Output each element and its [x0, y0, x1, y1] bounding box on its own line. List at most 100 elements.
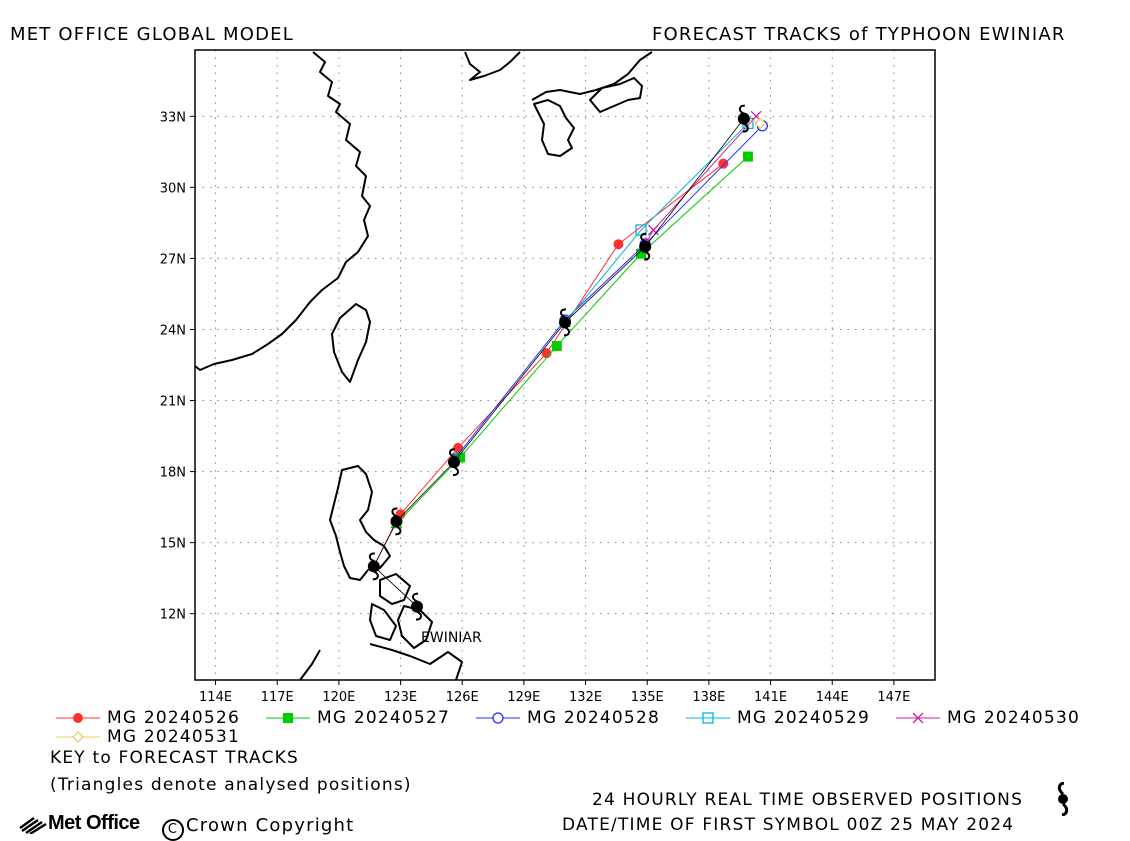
map-frame	[194, 49, 936, 681]
legend-label: MG 20240529	[737, 708, 870, 728]
typhoon-arm-bottom	[742, 122, 749, 133]
coastline-china	[194, 51, 371, 371]
forecast-point	[718, 158, 729, 169]
tick-label-lat: 15N	[160, 537, 186, 552]
observed-position-typhoon-icon	[639, 232, 652, 261]
tick-label-lon: 114E	[199, 690, 232, 705]
tick-label-lon: 135E	[631, 690, 664, 705]
legend-label: MG 20240526	[107, 708, 240, 728]
observed-position-typhoon-icon	[448, 448, 460, 477]
typhoon-symbol-icon	[1057, 782, 1069, 816]
typhoon-eye	[390, 515, 403, 528]
tick-label-lon: 132E	[569, 690, 602, 705]
coastline-korea	[464, 51, 521, 81]
typhoon-arm-top	[368, 552, 375, 563]
tick-label-lat: 18N	[160, 466, 186, 481]
header-left-title: MET OFFICE GLOBAL MODEL	[10, 24, 294, 45]
typhoon-arm-top	[449, 448, 456, 458]
copyright-text: Crown Copyright	[186, 815, 355, 836]
typhoon-arm-top	[412, 592, 419, 603]
tick-label-lat: 12N	[160, 608, 186, 623]
typhoon-arm-bottom	[415, 610, 422, 621]
coastline-taiwan	[331, 303, 371, 383]
legend-entry: MG 20240529	[685, 708, 870, 728]
legend-swatch-marker	[73, 713, 83, 723]
legend-swatch-marker	[72, 731, 84, 743]
typhoon-eye	[411, 600, 423, 613]
coastline-luzon	[329, 465, 391, 581]
met-office-logo-text: Met Office	[48, 812, 140, 834]
legend-key-title: KEY to FORECAST TRACKS	[50, 748, 299, 768]
forecast-point	[453, 442, 464, 453]
forecast-point	[647, 224, 659, 236]
typhoon-eye	[639, 240, 652, 253]
coastline-honshu	[531, 51, 653, 113]
legend-note: (Triangles denote analysed positions)	[50, 775, 412, 795]
typhoon-eye	[737, 112, 750, 125]
legend-swatch-marker	[702, 712, 714, 724]
typhoon-eye	[367, 560, 380, 573]
observed-position-typhoon-icon	[367, 552, 380, 581]
typhoon-arm-bottom	[395, 525, 402, 536]
forecast-point	[742, 151, 753, 162]
forecast-track	[559, 117, 754, 327]
tick-label-lon: 141E	[754, 690, 787, 705]
tick-label-lon: 123E	[384, 690, 417, 705]
forecast-point	[636, 248, 647, 259]
legend-swatch	[56, 713, 100, 723]
observed-position-typhoon-icon	[411, 592, 423, 621]
forecast-track-line	[453, 125, 763, 461]
legend-swatch-marker	[912, 712, 924, 724]
coastline-kyushu	[533, 99, 575, 157]
observed-position-typhoon-icon	[737, 104, 750, 133]
coastline-visayas	[299, 573, 463, 681]
tick-label-lon: 126E	[446, 690, 479, 705]
typhoon-eye	[448, 456, 460, 469]
observed-position-typhoon-icon	[390, 507, 403, 536]
met-office-logo-icon	[19, 816, 47, 834]
tick-label-lat: 33N	[160, 110, 186, 125]
crown-copyright: C Crown Copyright	[162, 815, 354, 841]
typhoon-arm-bottom	[372, 570, 379, 581]
forecast-track	[448, 120, 768, 465]
typhoon-arm-top	[560, 308, 567, 319]
tick-label-lon: 129E	[507, 690, 540, 705]
observed-track	[367, 104, 750, 621]
forecast-point	[754, 117, 767, 130]
typhoon-arm-top	[640, 232, 647, 243]
legend-swatch-marker	[492, 712, 504, 724]
legend-entry: MG 20240527	[265, 708, 450, 728]
observed-positions-label: 24 HOURLY REAL TIME OBSERVED POSITIONS	[592, 790, 1024, 810]
tick-label-lat: 24N	[160, 323, 186, 338]
header-right-title: FORECAST TRACKS of TYPHOON EWINIAR	[652, 24, 1066, 45]
tick-label-lon: 147E	[877, 690, 910, 705]
legend-entry: MG 20240526	[55, 708, 240, 728]
forecast-track	[367, 158, 729, 571]
forecast-track-line	[373, 163, 724, 567]
legend-label: MG 20240528	[527, 708, 660, 728]
legend-swatch	[56, 731, 100, 743]
forecast-track-line	[564, 123, 749, 323]
tick-label-lat: 30N	[160, 181, 186, 196]
forecast-point	[551, 341, 562, 352]
legend-label: MG 20240530	[947, 708, 1080, 728]
legend-swatch-marker	[283, 713, 293, 723]
forecast-tracks	[367, 110, 768, 571]
forecast-point	[613, 239, 624, 250]
typhoon-arm-bottom	[644, 250, 651, 261]
tick-label-lat: 21N	[160, 395, 186, 410]
axis-labels: 114E 117E 120E 123E 126E 129E 132E 135E 138E 141E…	[160, 110, 911, 705]
copyright-icon: C	[162, 819, 184, 841]
first-symbol-time: DATE/TIME OF FIRST SYMBOL 00Z 25 MAY 202…	[562, 815, 1015, 835]
tick-label-lon: 117E	[261, 690, 294, 705]
met-office-logo: Met Office	[18, 812, 140, 835]
legend-swatch	[266, 713, 310, 723]
legend-swatch	[686, 712, 730, 724]
legend-swatch	[896, 712, 940, 724]
typhoon-arm-bottom	[452, 466, 459, 477]
legend-label: MG 20240527	[317, 708, 450, 728]
grid-lines	[195, 50, 935, 680]
legend-entry: MG 20240528	[475, 708, 660, 728]
tick-label-lat: 27N	[160, 252, 186, 267]
